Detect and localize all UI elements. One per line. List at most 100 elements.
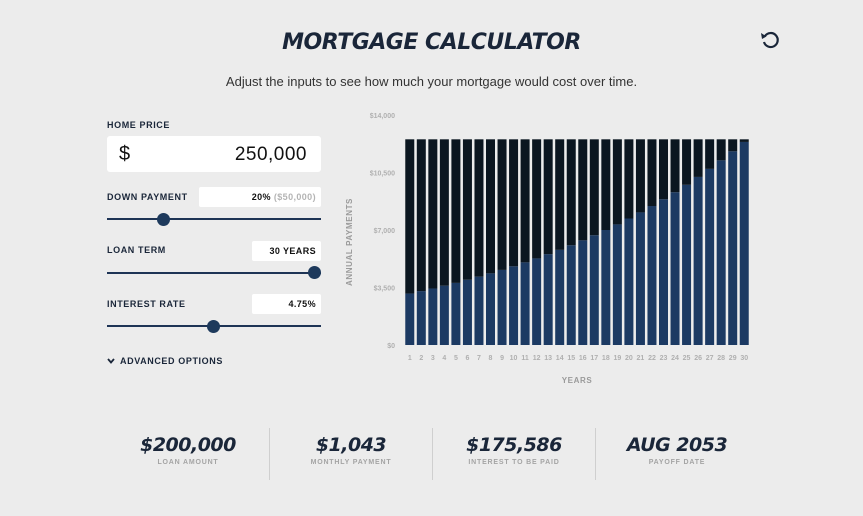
x-tick-label: 23 (660, 355, 668, 362)
interest-bar-segment[interactable] (555, 139, 565, 250)
loan-term-slider-thumb[interactable] (308, 266, 321, 279)
principal-bar-segment[interactable] (693, 176, 703, 345)
principal-bar-segment[interactable] (635, 212, 645, 345)
x-tick-label: 20 (625, 355, 633, 362)
principal-bar-segment[interactable] (532, 258, 542, 345)
interest-paid-stat: $175,586 INTEREST TO BE PAID (433, 428, 595, 480)
x-tick-label: 11 (521, 355, 529, 362)
interest-bar-segment[interactable] (520, 139, 530, 263)
principal-bar-segment[interactable] (578, 240, 588, 345)
currency-symbol: $ (119, 143, 131, 165)
interest-bar-segment[interactable] (497, 139, 507, 270)
interest-bar-segment[interactable] (428, 139, 438, 289)
interest-bar-segment[interactable] (635, 139, 645, 213)
interest-rate-input[interactable]: 4.75% (252, 294, 321, 314)
principal-bar-segment[interactable] (601, 230, 611, 345)
principal-bar-segment[interactable] (716, 160, 726, 345)
interest-bar-segment[interactable] (486, 139, 495, 274)
principal-bar-segment[interactable] (439, 285, 449, 345)
interest-bar-segment[interactable] (405, 139, 415, 294)
interest-bar-segment[interactable] (728, 139, 738, 152)
page-title: MORTGAGE CALCULATOR (282, 30, 581, 55)
interest-bar-segment[interactable] (439, 139, 449, 286)
x-tick-label: 10 (510, 355, 518, 362)
interest-bar-segment[interactable] (647, 139, 657, 207)
interest-bar-segment[interactable] (474, 139, 484, 277)
principal-bar-segment[interactable] (705, 168, 715, 345)
principal-bar-segment[interactable] (497, 269, 507, 345)
principal-bar-segment[interactable] (728, 151, 738, 345)
loan-amount-stat: $200,000 LOAN AMOUNT (107, 428, 269, 480)
principal-bar-segment[interactable] (520, 262, 530, 345)
interest-bar-segment[interactable] (739, 139, 749, 142)
loan-term-input[interactable]: 30 YEARS (252, 241, 321, 261)
principal-bar-segment[interactable] (555, 249, 565, 345)
loan-amount-label: LOAN AMOUNT (157, 459, 219, 466)
interest-bar-segment[interactable] (589, 139, 599, 236)
x-tick-label: 26 (694, 355, 702, 362)
interest-bar-segment[interactable] (601, 139, 611, 230)
x-tick-label: 9 (500, 355, 504, 362)
principal-bar-segment[interactable] (612, 224, 622, 345)
down-payment-input[interactable]: 20% ($50,000) (199, 187, 321, 207)
principal-bar-segment[interactable] (739, 141, 749, 345)
y-tick-label: $14,000 (370, 113, 395, 120)
interest-paid-label: INTEREST TO BE PAID (468, 459, 560, 466)
principal-bar-segment[interactable] (682, 184, 692, 345)
interest-bar-segment[interactable] (416, 139, 426, 292)
principal-bar-segment[interactable] (589, 235, 599, 345)
principal-bar-segment[interactable] (462, 279, 472, 345)
y-tick-label: $3,500 (374, 286, 396, 293)
x-tick-label: 2 (419, 355, 423, 362)
down-payment-slider-track[interactable] (107, 218, 321, 220)
principal-bar-segment[interactable] (428, 288, 438, 345)
interest-bar-segment[interactable] (624, 139, 634, 219)
principal-bar-segment[interactable] (670, 192, 680, 345)
interest-bar-segment[interactable] (566, 139, 576, 246)
interest-bar-segment[interactable] (612, 139, 622, 225)
x-tick-label: 28 (717, 355, 725, 362)
x-tick-label: 12 (533, 355, 541, 362)
principal-bar-segment[interactable] (647, 206, 657, 345)
principal-bar-segment[interactable] (624, 218, 634, 346)
principal-bar-segment[interactable] (659, 199, 668, 345)
interest-bar-segment[interactable] (670, 139, 680, 193)
interest-bar-segment[interactable] (578, 139, 588, 241)
principal-bar-segment[interactable] (566, 245, 576, 345)
principal-bar-segment[interactable] (543, 254, 553, 345)
x-tick-label: 18 (602, 355, 610, 362)
home-price-input[interactable]: $ 250,000 (107, 136, 321, 172)
interest-bar-segment[interactable] (451, 139, 461, 283)
interest-bar-segment[interactable] (716, 139, 726, 161)
down-payment-label: DOWN PAYMENT (107, 192, 188, 202)
interest-bar-segment[interactable] (532, 139, 542, 259)
reset-icon (761, 31, 779, 49)
reset-button[interactable] (758, 28, 782, 52)
interest-bar-segment[interactable] (462, 139, 472, 280)
y-axis-label: ANNUAL PAYMENTS (345, 198, 354, 286)
principal-bar-segment[interactable] (405, 293, 415, 345)
down-payment-slider-thumb[interactable] (157, 213, 170, 226)
down-payment-amount: ($50,000) (273, 192, 316, 202)
principal-bar-segment[interactable] (486, 273, 495, 345)
interest-bar-segment[interactable] (659, 139, 668, 200)
loan-term-slider-track[interactable] (107, 272, 321, 274)
divider (595, 428, 596, 480)
interest-bar-segment[interactable] (693, 139, 703, 177)
interest-bar-segment[interactable] (705, 139, 715, 169)
principal-bar-segment[interactable] (474, 276, 484, 345)
payoff-date-stat: AUG 2053 PAYOFF DATE (596, 428, 758, 480)
principal-bar-segment[interactable] (451, 282, 461, 345)
principal-bar-segment[interactable] (416, 291, 426, 345)
interest-rate-slider-thumb[interactable] (207, 320, 220, 333)
summary-stats: $200,000 LOAN AMOUNT $1,043 MONTHLY PAYM… (107, 428, 757, 480)
x-tick-label: 3 (431, 355, 435, 362)
x-tick-label: 30 (740, 355, 748, 362)
principal-bar-segment[interactable] (509, 266, 519, 345)
advanced-options-toggle[interactable]: ADVANCED OPTIONS (107, 356, 223, 366)
interest-bar-segment[interactable] (543, 139, 553, 255)
interest-bar-segment[interactable] (682, 139, 692, 185)
interest-bar-segment[interactable] (509, 139, 519, 267)
x-tick-label: 29 (729, 355, 737, 362)
